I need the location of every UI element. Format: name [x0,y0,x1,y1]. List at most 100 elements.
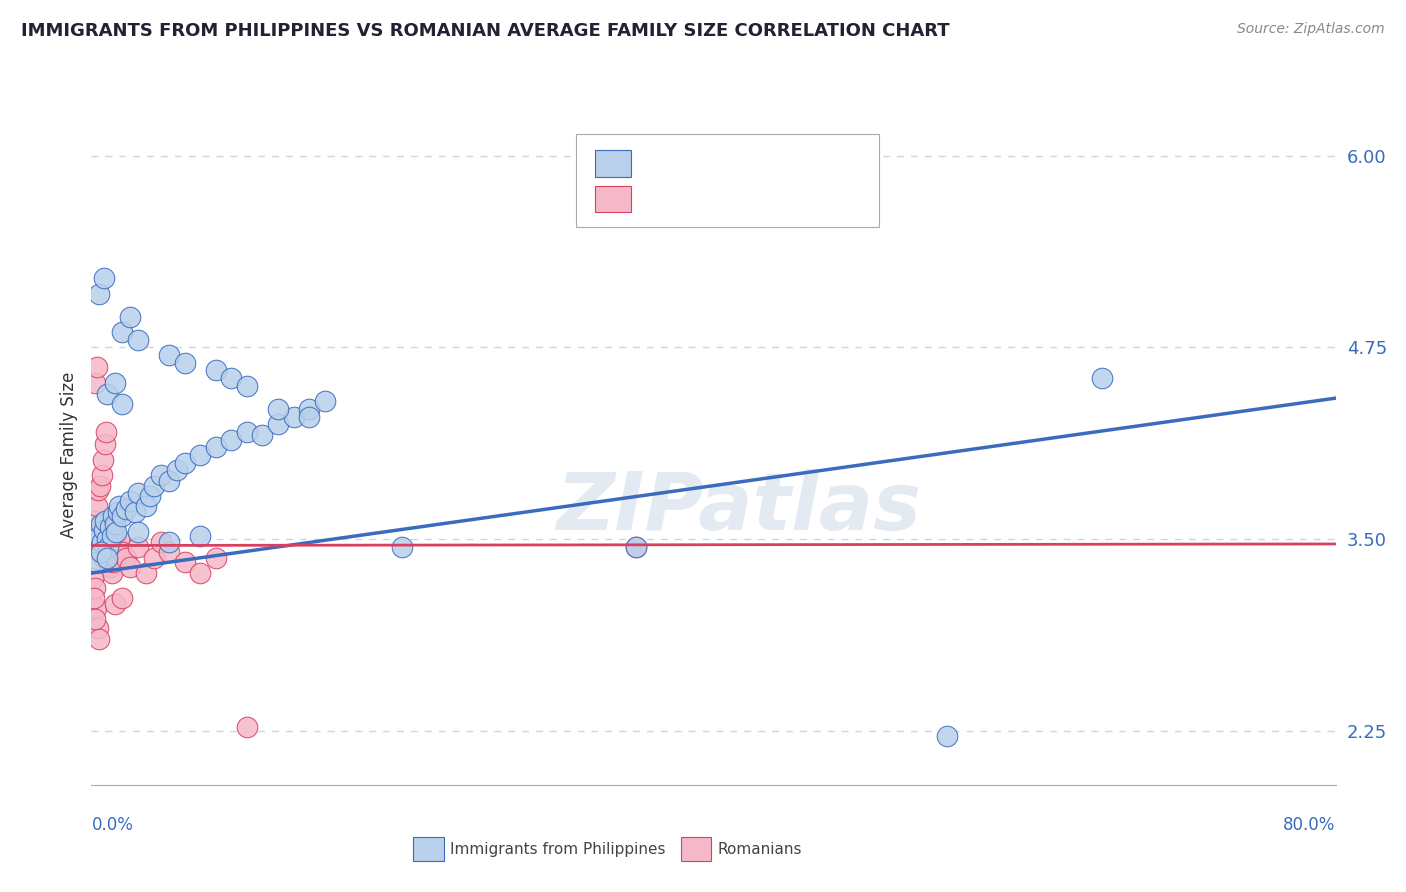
Point [120,560,142,574]
Point [90,516,112,531]
Point [90,467,112,482]
Text: IMMIGRANTS FROM PHILIPPINES VS ROMANIAN AVERAGE FAMILY SIZE CORRELATION CHART: IMMIGRANTS FROM PHILIPPINES VS ROMANIAN … [21,22,949,40]
Point [84,514,107,528]
Point [84,529,107,543]
Point [114,501,136,516]
Point [111,397,134,411]
Point [82,535,104,549]
Point [83,533,105,547]
Point [188,529,211,543]
Point [135,499,157,513]
Point [173,356,195,370]
Point [111,591,134,605]
Point [96,550,118,565]
Point [93,550,115,565]
Point [157,348,180,362]
Point [108,499,131,513]
Point [314,394,336,409]
Point [83,540,105,554]
Point [91,524,114,539]
Point [82,571,104,585]
Point [91,452,114,467]
Text: Romanians: Romanians [717,842,801,856]
Point [157,535,180,549]
Point [97,554,120,568]
Point [111,325,134,339]
Point [150,535,173,549]
Point [267,401,290,416]
Point [127,540,149,554]
Point [236,379,259,393]
Point [87,483,110,498]
Point [84,533,107,547]
Point [114,550,136,565]
Point [135,566,157,581]
Point [624,540,647,554]
Point [84,612,107,626]
Point [108,533,131,547]
Point [93,523,115,537]
Point [107,540,129,554]
Y-axis label: Average Family Size: Average Family Size [59,372,77,538]
Point [221,371,243,385]
Point [96,386,118,401]
Point [166,463,188,477]
Point [86,621,108,635]
Point [139,489,162,503]
Point [100,529,122,543]
Point [93,271,115,285]
Text: Source: ZipAtlas.com: Source: ZipAtlas.com [1237,22,1385,37]
Point [96,548,118,562]
Point [105,550,128,565]
Point [86,535,108,549]
Point [157,544,180,558]
Point [101,509,124,524]
Point [97,540,120,554]
Point [124,505,146,519]
Point [205,440,228,454]
Point [205,363,228,377]
Point [89,529,111,543]
Point [84,601,107,615]
Point [96,533,118,547]
Point [1091,371,1114,385]
Point [94,514,117,528]
Point [188,566,211,581]
Point [100,566,122,581]
Point [104,544,127,558]
Point [236,720,259,734]
Point [90,544,112,558]
Point [96,425,118,439]
Point [89,541,111,556]
Point [89,632,111,647]
Point [150,467,173,482]
Point [83,541,105,556]
Point [104,516,127,531]
Point [157,474,180,488]
Point [142,478,165,492]
Point [89,286,111,301]
Point [83,591,105,605]
Point [298,409,321,424]
Point [142,550,165,565]
Point [127,524,149,539]
Point [173,555,195,569]
Point [90,544,112,558]
Point [104,597,127,611]
Point [221,433,243,447]
Point [107,505,129,519]
Point [83,376,105,390]
Point [105,524,128,539]
Point [86,360,108,375]
Point [120,494,142,508]
Point [236,425,259,439]
Point [93,437,115,451]
Point [111,544,134,558]
Point [98,560,121,574]
Point [188,448,211,462]
Point [84,555,107,569]
Point [89,478,111,492]
Point [267,417,290,432]
Point [283,409,305,424]
Point [101,555,124,569]
